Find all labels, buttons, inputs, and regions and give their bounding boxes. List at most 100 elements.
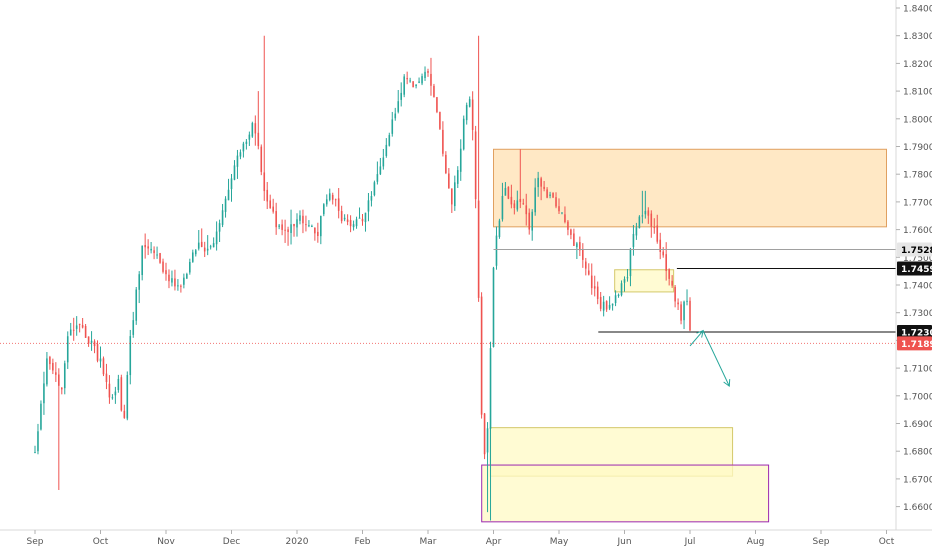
y-tick-label: 1.78000 (903, 171, 932, 181)
candle-body (621, 283, 623, 295)
candle-body (528, 213, 530, 230)
candle-body (266, 190, 268, 202)
candle-body (138, 274, 140, 290)
x-tick-label: Sep (813, 537, 830, 547)
candle-body (627, 277, 629, 278)
candle-body (466, 105, 468, 120)
candle-body (79, 324, 81, 325)
candle-body (391, 119, 393, 133)
candle-body (448, 174, 450, 189)
candle-body (582, 249, 584, 260)
candle-body (522, 203, 524, 204)
candle-body (615, 295, 617, 303)
candle-body (100, 359, 102, 362)
candle-body (677, 303, 679, 305)
x-tick-label: Oct (93, 537, 109, 547)
y-tick-label: 1.80000 (903, 115, 932, 125)
candle-body (198, 243, 200, 249)
candle-body (415, 85, 417, 86)
candle-body (427, 71, 429, 73)
candle-body (603, 302, 605, 311)
candle-body (195, 250, 197, 254)
y-tick-label: 1.71000 (903, 365, 932, 375)
candle-body (231, 178, 233, 189)
candle-body (409, 80, 411, 81)
x-tick-label: Aug (747, 537, 765, 547)
candle-body (73, 330, 75, 331)
x-tick-label: Oct (879, 537, 895, 547)
candle-body (204, 248, 206, 252)
candle-body (88, 336, 90, 343)
candle-body (502, 196, 504, 219)
candle-body (460, 149, 462, 172)
y-tick-label: 1.73000 (903, 309, 932, 319)
candle-body (162, 262, 164, 272)
candle-body (287, 229, 289, 232)
x-tick-label: 2020 (286, 537, 309, 547)
candle-body (329, 193, 331, 200)
candle-body (314, 228, 316, 233)
candle-body (585, 262, 587, 269)
candle-body (674, 287, 676, 302)
candle-body (320, 216, 322, 236)
y-tick-label: 1.79000 (903, 143, 932, 153)
candle-body (118, 379, 120, 390)
candle-body (43, 383, 45, 403)
candle-body (633, 234, 635, 247)
candle-body (686, 301, 688, 302)
candle-body (153, 250, 155, 253)
candle-body (442, 130, 444, 154)
candle-body (67, 336, 69, 362)
candle-body (639, 217, 641, 229)
candle-body (656, 225, 658, 241)
candle-body (418, 82, 420, 83)
candle-body (424, 72, 426, 78)
candle-body (525, 205, 527, 214)
candle-body (636, 227, 638, 235)
candle-body (350, 220, 352, 226)
candle-body (299, 215, 301, 221)
candle-body (255, 123, 257, 133)
candle-body (543, 187, 545, 189)
candle-body (659, 240, 661, 252)
candle-body (517, 200, 519, 209)
candle-body (61, 388, 63, 390)
candle-body (469, 99, 471, 107)
candle-body (168, 275, 170, 281)
candle-body (192, 252, 194, 261)
candle-body (275, 211, 277, 227)
candle-body (186, 274, 188, 278)
candle-body (281, 224, 283, 229)
candle-body (147, 246, 149, 248)
candle-body (272, 207, 274, 212)
candle-body (323, 204, 325, 214)
candle-body (454, 182, 456, 206)
candle-body (549, 195, 551, 196)
x-tick-label: Mar (420, 537, 437, 547)
candle-body (97, 344, 99, 361)
candle-body (347, 220, 349, 222)
candle-body (257, 133, 259, 146)
mid-demand-zone (615, 270, 674, 292)
candle-body (308, 225, 310, 226)
candle-body (570, 229, 572, 234)
candle-body (278, 226, 280, 227)
y-tick-label: 1.67000 (903, 475, 932, 485)
candle-body (156, 255, 158, 256)
x-tick-label: Feb (355, 537, 371, 547)
candle-body (141, 246, 143, 275)
candle-body (210, 246, 212, 247)
candle-body (362, 219, 364, 221)
y-tick-label: 1.84000 (903, 5, 932, 15)
candle-body (171, 278, 173, 282)
candle-body (421, 76, 423, 83)
candle-body (457, 170, 459, 184)
candle-body (189, 262, 191, 273)
candle-body (600, 297, 602, 309)
candle-body (689, 301, 691, 331)
candle-body (508, 187, 510, 199)
candle-body (70, 330, 72, 336)
candle-body (76, 325, 78, 328)
